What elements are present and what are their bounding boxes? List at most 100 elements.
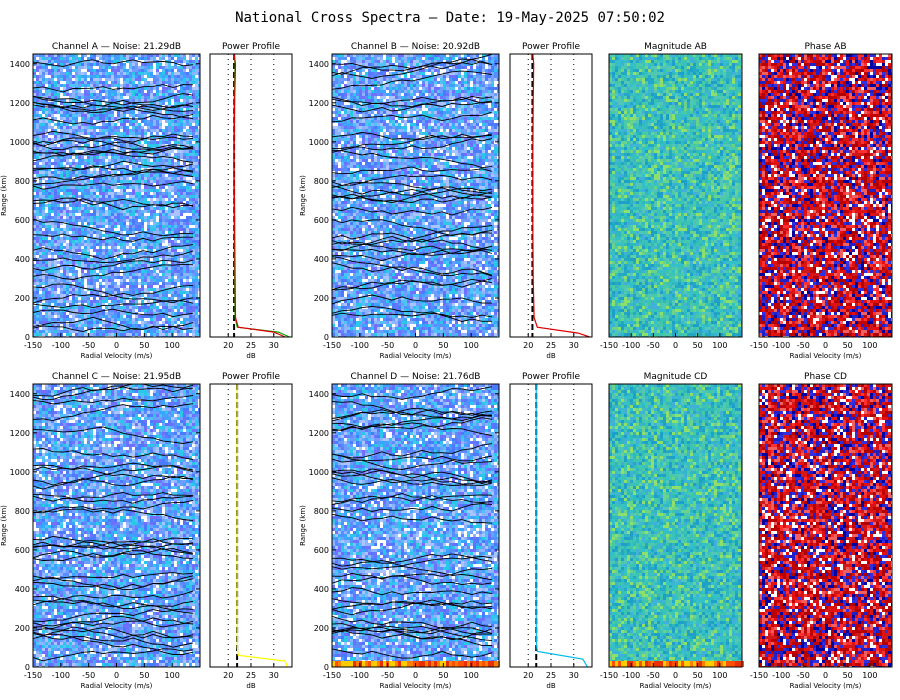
heatmap-cell	[165, 195, 168, 198]
heatmap-cell	[72, 57, 75, 60]
heatmap-cell	[42, 318, 45, 321]
heatmap-cell	[159, 93, 162, 96]
heatmap-cell	[93, 126, 96, 129]
heatmap-cell	[117, 279, 120, 282]
heatmap-cell	[36, 189, 39, 192]
heatmap-cell	[177, 216, 180, 219]
heatmap-cell	[90, 171, 93, 174]
heatmap-cell	[69, 177, 72, 180]
heatmap-cell	[69, 201, 72, 204]
heatmap-cell	[51, 282, 54, 285]
heatmap-cell	[129, 279, 132, 282]
heatmap-cell	[69, 75, 72, 78]
heatmap-cell	[75, 231, 78, 234]
heatmap-cell	[144, 162, 147, 165]
heatmap-cell	[33, 198, 36, 201]
heatmap-cell	[189, 315, 192, 318]
heatmap-cell	[102, 234, 105, 237]
heatmap-cell	[69, 195, 72, 198]
heatmap-cell	[81, 69, 84, 72]
heatmap-cell	[135, 258, 138, 261]
heatmap-cell	[183, 303, 186, 306]
heatmap-cell	[54, 168, 57, 171]
heatmap-cell	[90, 66, 93, 69]
heatmap-cell	[75, 150, 78, 153]
heatmap-cell	[72, 132, 75, 135]
heatmap-cell	[177, 264, 180, 267]
heatmap-cell	[93, 225, 96, 228]
heatmap-cell	[150, 150, 153, 153]
heatmap-cell	[102, 66, 105, 69]
heatmap-cell	[156, 180, 159, 183]
heatmap-cell	[159, 195, 162, 198]
heatmap-cell	[63, 249, 66, 252]
heatmap-cell	[42, 276, 45, 279]
heatmap-cell	[90, 186, 93, 189]
heatmap-cell	[153, 150, 156, 153]
heatmap-cell	[72, 165, 75, 168]
heatmap-cell	[96, 249, 99, 252]
heatmap-cell	[81, 150, 84, 153]
heatmap-cell	[105, 165, 108, 168]
heatmap-cell	[75, 156, 78, 159]
heatmap-cell	[51, 177, 54, 180]
heatmap-cell	[174, 57, 177, 60]
heatmap-cell	[162, 57, 165, 60]
heatmap-cell	[39, 114, 42, 117]
heatmap-cell	[72, 54, 75, 57]
heatmap-cell	[69, 129, 72, 132]
heatmap-cell	[132, 300, 135, 303]
heatmap-cell	[57, 90, 60, 93]
heatmap-cell	[99, 138, 102, 141]
heatmap-cell	[195, 153, 198, 156]
heatmap-cell	[81, 255, 84, 258]
heatmap-cell	[123, 180, 126, 183]
heatmap-cell	[51, 291, 54, 294]
heatmap-cell	[51, 150, 54, 153]
heatmap-cell	[93, 276, 96, 279]
heatmap-cell	[84, 279, 87, 282]
heatmap-cell	[174, 138, 177, 141]
heatmap-cell	[111, 99, 114, 102]
heatmap-cell	[129, 162, 132, 165]
heatmap-cell	[126, 177, 129, 180]
heatmap-cell	[105, 198, 108, 201]
heatmap-cell	[117, 123, 120, 126]
heatmap-cell	[150, 96, 153, 99]
heatmap-cell	[138, 279, 141, 282]
heatmap-cell	[123, 192, 126, 195]
heatmap-cell	[66, 285, 69, 288]
heatmap-cell	[60, 240, 63, 243]
heatmap-cell	[93, 63, 96, 66]
heatmap-cell	[102, 288, 105, 291]
heatmap-cell	[186, 201, 189, 204]
heatmap-cell	[90, 291, 93, 294]
heatmap-cell	[135, 138, 138, 141]
heatmap-cell	[87, 210, 90, 213]
heatmap-cell	[42, 120, 45, 123]
heatmap-cell	[144, 315, 147, 318]
heatmap-cell	[102, 117, 105, 120]
heatmap-cell	[57, 195, 60, 198]
heatmap-cell	[144, 123, 147, 126]
heatmap-cell	[165, 180, 168, 183]
heatmap-cell	[108, 228, 111, 231]
heatmap-cell	[57, 114, 60, 117]
heatmap-cell	[195, 243, 198, 246]
heatmap-cell	[75, 99, 78, 102]
heatmap-cell	[171, 144, 174, 147]
heatmap-cell	[42, 183, 45, 186]
heatmap-cell	[33, 273, 36, 276]
heatmap-cell	[48, 192, 51, 195]
heatmap-cell	[72, 255, 75, 258]
heatmap-cell	[81, 261, 84, 264]
heatmap-cell	[195, 192, 198, 195]
heatmap-cell	[138, 234, 141, 237]
heatmap-cell	[57, 216, 60, 219]
heatmap-cell	[144, 177, 147, 180]
heatmap-cell	[186, 78, 189, 81]
heatmap-cell	[108, 186, 111, 189]
heatmap-cell	[114, 270, 117, 273]
heatmap-cell	[54, 255, 57, 258]
heatmap-cell	[96, 231, 99, 234]
